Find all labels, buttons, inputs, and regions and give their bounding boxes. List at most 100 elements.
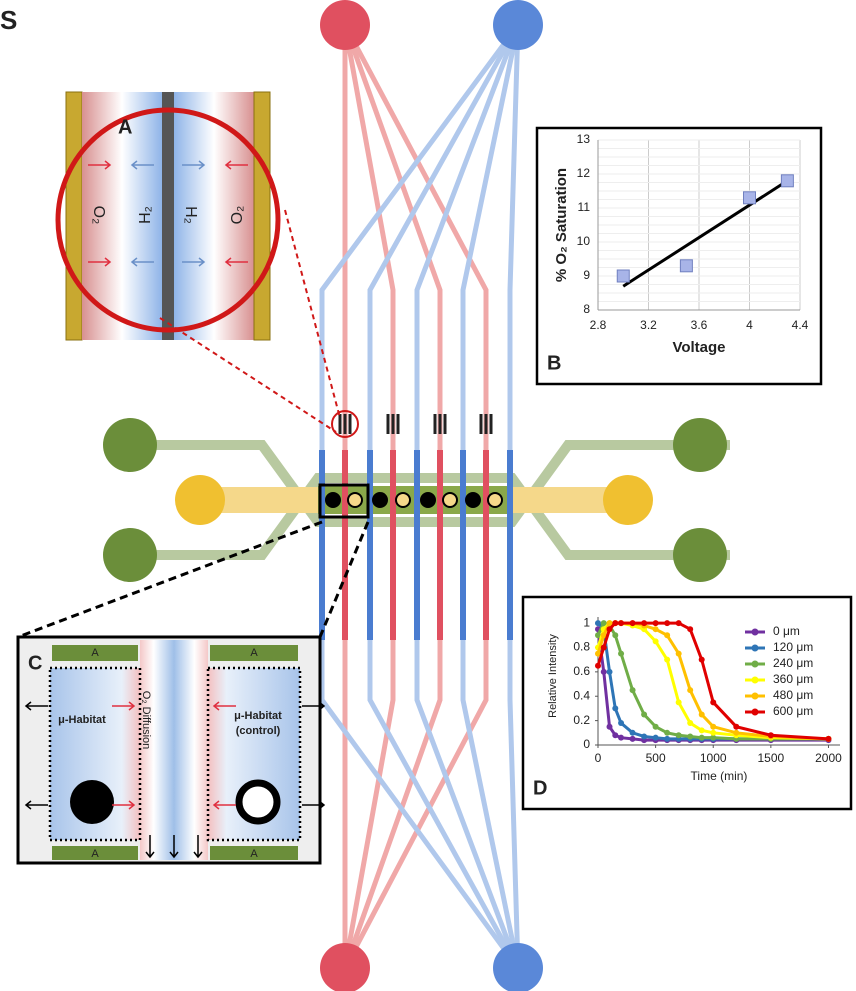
x-tick-label: 1000 [700, 751, 727, 765]
well [396, 493, 410, 507]
point [618, 651, 624, 657]
legend-swatch [752, 629, 759, 636]
point [641, 733, 647, 739]
x-tick-label: 1500 [758, 751, 785, 765]
channel [140, 640, 208, 860]
electrode-mark [349, 414, 352, 434]
port [103, 528, 157, 582]
point [612, 632, 618, 638]
port [493, 943, 543, 991]
panel-label: B [547, 352, 561, 374]
point [710, 730, 716, 736]
point [612, 732, 618, 738]
panel-label: A [118, 116, 132, 138]
gas-label: H₂ [182, 206, 199, 224]
diffusion-label: O₂ Diffusion [140, 691, 152, 749]
legend-label: 600 μm [773, 704, 813, 718]
point [664, 632, 670, 638]
y-tick-label: 10 [577, 234, 591, 248]
y-tick-label: 0.6 [573, 664, 590, 678]
panel-b: 89101112132.83.23.644.4Voltage% O₂ Satur… [537, 128, 821, 384]
point [653, 638, 659, 644]
x-tick-label: 4 [746, 318, 753, 332]
x-tick-label: 500 [646, 751, 666, 765]
point [710, 724, 716, 730]
y-tick-label: 0.8 [573, 640, 590, 654]
figure-label: S [0, 5, 17, 35]
point [653, 620, 659, 626]
point [676, 699, 682, 705]
point [630, 687, 636, 693]
page: S A O₂ H₂ H₂ O₂ A A A A C μ-Habitat μ-Ha… [0, 0, 856, 991]
electrode-mark [387, 414, 390, 434]
point [676, 620, 682, 626]
point [710, 699, 716, 705]
point [699, 727, 705, 733]
point [664, 657, 670, 663]
gas-label: O₂ [90, 206, 107, 225]
zoom-line [18, 522, 368, 637]
point [680, 260, 692, 272]
point [607, 669, 613, 675]
well [348, 493, 362, 507]
y-tick-label: 0 [583, 737, 590, 751]
well [373, 493, 387, 507]
well [326, 493, 340, 507]
point [595, 663, 601, 669]
electrode-mark [434, 414, 437, 434]
electrode-mark [344, 414, 347, 434]
point [744, 192, 756, 204]
point [653, 724, 659, 730]
x-tick-label: 0 [595, 751, 602, 765]
axis-title: % O₂ Saturation [553, 168, 570, 282]
point [653, 626, 659, 632]
port [175, 475, 225, 525]
point [612, 620, 618, 626]
legend-label: 0 μm [773, 624, 800, 638]
legend-swatch [752, 661, 759, 668]
port [320, 943, 370, 991]
point [676, 651, 682, 657]
control-well [239, 783, 277, 821]
gold-strip [254, 92, 270, 340]
x-tick-label: 4.4 [792, 318, 809, 332]
electrode-mark [485, 414, 488, 434]
point [687, 687, 693, 693]
y-tick-label: 13 [577, 132, 591, 146]
panel-a: A O₂ H₂ H₂ O₂ [58, 92, 340, 432]
electrode-mark [392, 414, 395, 434]
electrode-mark [444, 414, 447, 434]
point [733, 724, 739, 730]
y-tick-label: 11 [578, 200, 591, 214]
port [673, 528, 727, 582]
panel-c: A A A A C μ-Habitat μ-Habitat (control) … [18, 522, 368, 863]
gas-label: H₂ [137, 206, 154, 224]
x-tick-label: 2000 [815, 751, 842, 765]
y-tick-label: 9 [583, 268, 590, 282]
legend-swatch [752, 677, 759, 684]
well [466, 493, 480, 507]
point [595, 620, 601, 626]
anode-label: A [250, 848, 258, 860]
panel-label: D [533, 777, 547, 799]
point [687, 626, 693, 632]
point [630, 620, 636, 626]
electrode-mark [480, 414, 483, 434]
y-tick-label: 8 [583, 302, 590, 316]
point [781, 175, 793, 187]
y-tick-label: 12 [577, 166, 591, 180]
anode-label: A [250, 647, 258, 659]
point [825, 736, 831, 742]
well [488, 493, 502, 507]
legend-label: 480 μm [773, 688, 813, 702]
anode-label: A [91, 647, 99, 659]
port [493, 0, 543, 50]
point [618, 620, 624, 626]
point [612, 705, 618, 711]
point [618, 720, 624, 726]
point [601, 644, 607, 650]
well [421, 493, 435, 507]
point [601, 669, 607, 675]
point [699, 735, 705, 741]
port [103, 418, 157, 472]
